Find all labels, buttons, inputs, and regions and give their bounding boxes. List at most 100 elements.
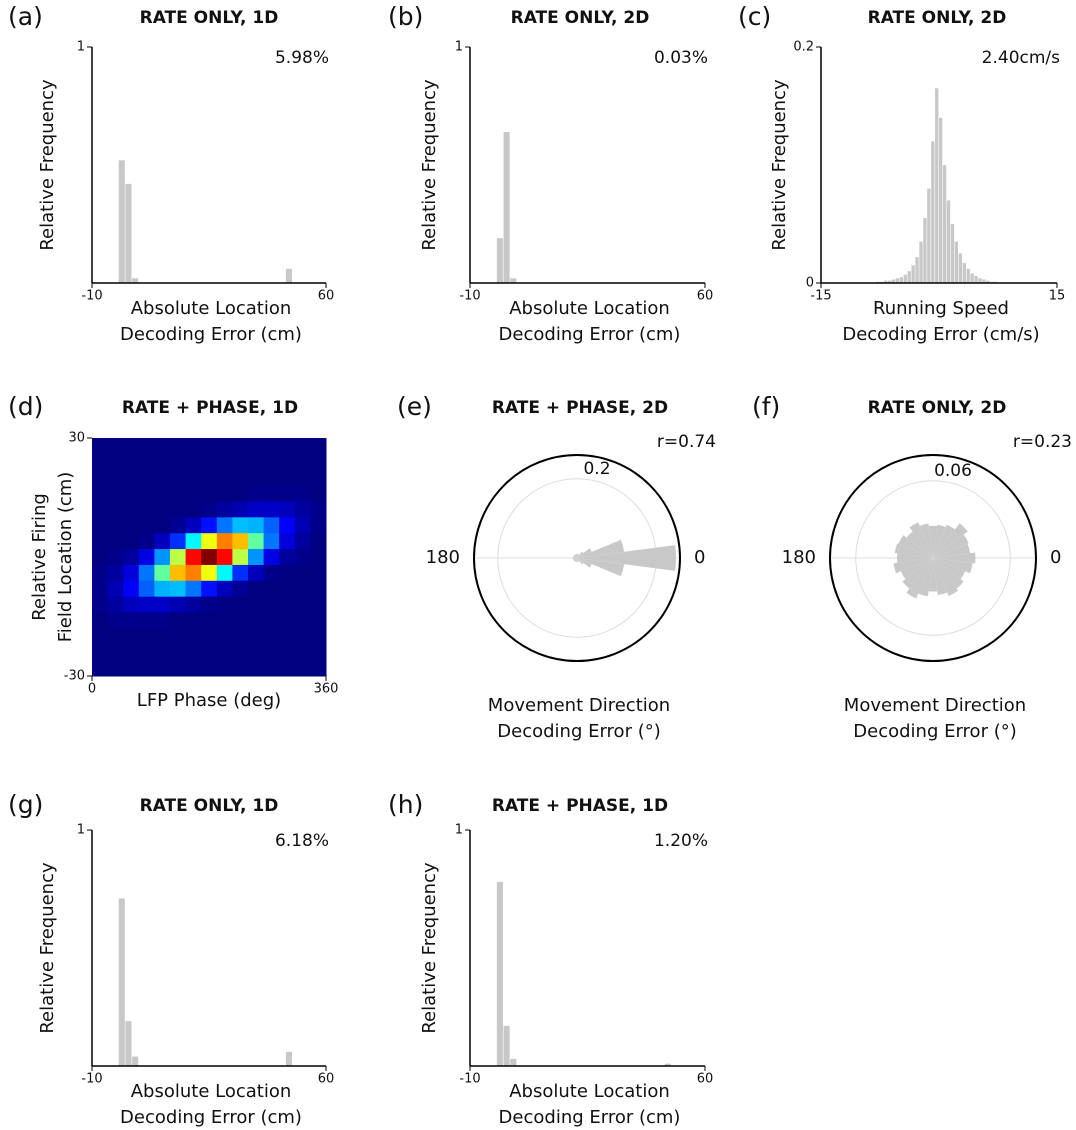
heat-cell <box>216 469 233 487</box>
heat-cell <box>92 517 109 534</box>
heat-cell <box>138 564 155 582</box>
x-axis-label: Decoding Error (°) <box>853 721 1016 742</box>
heat-cell <box>248 596 265 614</box>
annotation: 5.98% <box>275 48 329 68</box>
x-axis-label: Absolute Location <box>509 298 670 319</box>
bar <box>496 881 503 1066</box>
rose-bar <box>933 558 948 596</box>
heat-cell <box>170 485 187 502</box>
heat-cell <box>185 485 202 502</box>
heat-cell <box>170 501 187 518</box>
heat-cell <box>170 517 187 534</box>
heat-cell <box>154 628 171 645</box>
rose-bar <box>574 554 577 558</box>
heat-cell <box>310 564 327 582</box>
heat-cell <box>279 469 296 487</box>
polar-frame <box>473 454 681 662</box>
heat-cell <box>107 660 124 677</box>
heat-cell <box>185 469 202 487</box>
heat-cell <box>107 485 124 502</box>
heat-cell <box>294 533 311 550</box>
y-axis-label: Relative Frequency <box>37 862 58 1034</box>
heat-cell <box>154 469 171 487</box>
x-axis-label: LFP Phase (deg) <box>137 690 281 711</box>
heat-cell <box>263 453 280 471</box>
heat-cell <box>216 596 233 614</box>
heat-cell <box>216 549 233 566</box>
heat-cell <box>294 644 311 661</box>
rose-bar <box>893 558 933 574</box>
x-axis-label: Decoding Error (°) <box>497 721 660 742</box>
x-tick-label: 60 <box>697 289 714 304</box>
heat-cell <box>232 453 249 471</box>
heat-cell <box>216 564 233 582</box>
heat-cell <box>201 469 218 487</box>
theta-tick-label: 180 <box>426 547 460 568</box>
heat-cell <box>170 580 187 598</box>
heat-cell <box>248 533 265 550</box>
heat-cell <box>123 438 140 455</box>
heat-cell <box>232 612 249 629</box>
heat-cell <box>263 517 280 534</box>
rose-bar <box>933 524 955 558</box>
heat-cell <box>216 533 233 550</box>
heat-cell <box>279 644 296 661</box>
heat-cell <box>216 612 233 629</box>
heat-cell <box>279 612 296 629</box>
chart-title: RATE ONLY, 2D <box>511 8 650 28</box>
heat-cell <box>92 438 109 455</box>
bar <box>503 131 510 283</box>
panel-label: (e) <box>397 392 432 421</box>
heat-cell <box>154 453 171 471</box>
rose-bar <box>900 558 933 580</box>
heat-cell <box>107 580 124 598</box>
bar <box>954 241 959 283</box>
rose-bar <box>575 554 577 558</box>
heat-cell <box>216 485 233 502</box>
x-tick-label: 360 <box>314 682 339 697</box>
heat-cell <box>263 501 280 518</box>
heat-cell <box>294 501 311 518</box>
bar <box>950 224 955 283</box>
heat-cell <box>154 533 171 550</box>
bar <box>118 160 125 283</box>
rose-bar <box>577 558 584 565</box>
chart-title: RATE ONLY, 2D <box>868 8 1007 28</box>
heat-cell <box>201 533 218 550</box>
heat-cell <box>263 469 280 487</box>
rose-bar <box>573 558 577 562</box>
heat-cell <box>92 628 109 645</box>
x-tick-label: 60 <box>318 1072 335 1087</box>
bar <box>125 183 132 283</box>
x-tick-label: 60 <box>697 1072 714 1087</box>
bar <box>132 278 139 283</box>
bar <box>664 1063 671 1066</box>
heat-cell <box>138 453 155 471</box>
heat-cell <box>294 564 311 582</box>
rose-bar <box>576 558 578 562</box>
heat-cell <box>310 453 327 471</box>
bar <box>118 898 125 1066</box>
x-axis-label: Absolute Location <box>509 1081 670 1102</box>
heat-cell <box>232 580 249 598</box>
heat-cell <box>279 660 296 677</box>
bar <box>285 1051 292 1066</box>
bar <box>911 265 915 283</box>
y-tick-label: 1 <box>77 823 85 838</box>
chart-title: RATE ONLY, 2D <box>868 398 1007 418</box>
heat-cell <box>123 469 140 487</box>
heat-cell <box>185 596 202 614</box>
heat-cell <box>201 644 218 661</box>
chart-title: RATE ONLY, 1D <box>140 8 279 28</box>
heat-cell <box>107 453 124 471</box>
rose-bar <box>573 556 577 558</box>
heat-cell <box>123 660 140 677</box>
heat-cell <box>185 533 202 550</box>
y-axis-label: Relative Firing <box>29 493 50 621</box>
heat-cell <box>294 660 311 677</box>
heat-cell <box>248 469 265 487</box>
heat-cell <box>185 564 202 582</box>
heat-cell <box>310 596 327 614</box>
heat-cell <box>232 469 249 487</box>
heat-cell <box>279 453 296 471</box>
